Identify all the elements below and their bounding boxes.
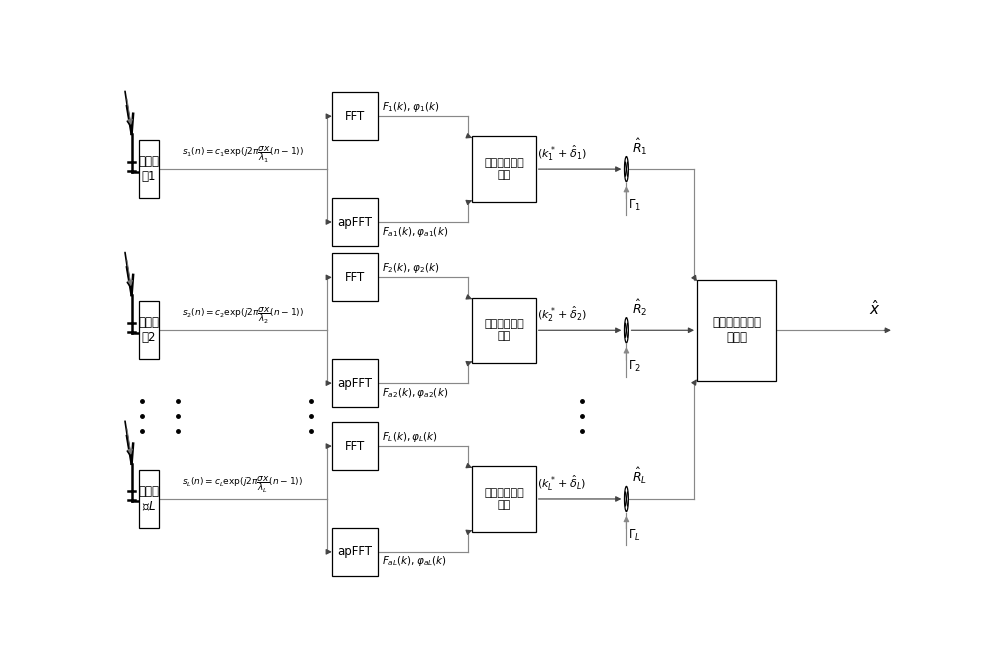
Text: apFFT: apFFT — [338, 377, 373, 390]
Text: $F_{aL}(k),\varphi_{aL}(k)$: $F_{aL}(k),\varphi_{aL}(k)$ — [382, 555, 447, 568]
Text: 相位差频率谱
校正: 相位差频率谱 校正 — [484, 488, 524, 509]
Text: FFT: FFT — [345, 271, 365, 284]
Text: FFT: FFT — [345, 110, 365, 123]
Text: $s_1(n)=c_1\exp(j2\pi\dfrac{\sigma x}{\lambda_1}(n-1))$: $s_1(n)=c_1\exp(j2\pi\dfrac{\sigma x}{\l… — [182, 145, 304, 165]
FancyBboxPatch shape — [472, 298, 536, 363]
Text: 天线阵
列1: 天线阵 列1 — [138, 155, 159, 183]
Text: $\Gamma_2$: $\Gamma_2$ — [628, 359, 641, 374]
Text: $(k_1^*+\hat{\delta}_1)$: $(k_1^*+\hat{\delta}_1)$ — [537, 144, 587, 163]
Text: $F_{a1}(k),\varphi_{a1}(k)$: $F_{a1}(k),\varphi_{a1}(k)$ — [382, 224, 448, 239]
FancyBboxPatch shape — [332, 92, 378, 140]
Text: $\hat{R}_L$: $\hat{R}_L$ — [632, 466, 647, 487]
Text: FFT: FFT — [345, 439, 365, 453]
FancyBboxPatch shape — [332, 254, 378, 301]
FancyBboxPatch shape — [139, 301, 159, 359]
FancyBboxPatch shape — [697, 280, 776, 381]
Text: $\hat{R}_2$: $\hat{R}_2$ — [632, 298, 647, 318]
FancyBboxPatch shape — [472, 137, 536, 202]
FancyBboxPatch shape — [332, 528, 378, 576]
Text: apFFT: apFFT — [338, 216, 373, 228]
Text: $s_L(n)=c_L\exp(j2\pi\dfrac{\sigma x}{\lambda_L}(n-1))$: $s_L(n)=c_L\exp(j2\pi\dfrac{\sigma x}{\l… — [182, 475, 303, 495]
Text: $(k_2^*+\hat{\delta}_2)$: $(k_2^*+\hat{\delta}_2)$ — [537, 305, 587, 324]
Text: $F_L(k),\varphi_L(k)$: $F_L(k),\varphi_L(k)$ — [382, 430, 438, 443]
FancyBboxPatch shape — [139, 470, 159, 528]
FancyBboxPatch shape — [332, 422, 378, 470]
Text: $(k_L^*+\hat{\delta}_L)$: $(k_L^*+\hat{\delta}_L)$ — [537, 473, 587, 493]
Text: 相位差频率谱
校正: 相位差频率谱 校正 — [484, 319, 524, 341]
Text: 天线阵
列$L$: 天线阵 列$L$ — [138, 485, 159, 513]
Text: $F_1(k),\varphi_1(k)$: $F_1(k),\varphi_1(k)$ — [382, 99, 439, 114]
Text: $\Gamma_L$: $\Gamma_L$ — [628, 528, 641, 543]
FancyBboxPatch shape — [472, 466, 536, 532]
FancyBboxPatch shape — [332, 198, 378, 246]
Text: $\hat{x}$: $\hat{x}$ — [869, 299, 881, 318]
Text: $s_2(n)=c_2\exp(j2\pi\dfrac{\sigma x}{\lambda_2}(n-1))$: $s_2(n)=c_2\exp(j2\pi\dfrac{\sigma x}{\l… — [182, 306, 304, 326]
FancyBboxPatch shape — [139, 140, 159, 198]
Text: $F_2(k),\varphi_2(k)$: $F_2(k),\varphi_2(k)$ — [382, 261, 439, 275]
Text: $\Gamma_1$: $\Gamma_1$ — [628, 198, 642, 213]
Text: 相位差频率谱
校正: 相位差频率谱 校正 — [484, 158, 524, 180]
Text: 天线阵
列2: 天线阵 列2 — [138, 317, 159, 344]
FancyBboxPatch shape — [332, 359, 378, 407]
Text: $F_{a2}(k),\varphi_{a2}(k)$: $F_{a2}(k),\varphi_{a2}(k)$ — [382, 386, 448, 400]
Text: 闭合形式中国余
数定理: 闭合形式中国余 数定理 — [712, 317, 761, 344]
Text: apFFT: apFFT — [338, 545, 373, 559]
Text: $\hat{R}_1$: $\hat{R}_1$ — [632, 137, 647, 156]
